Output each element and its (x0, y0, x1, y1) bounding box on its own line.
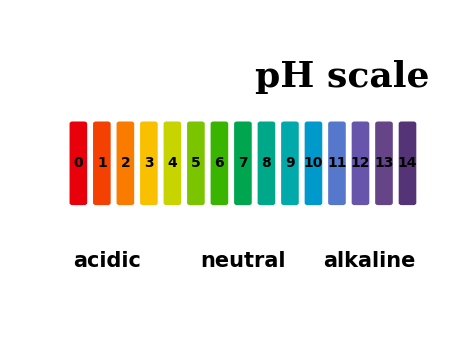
Text: 8: 8 (262, 156, 271, 170)
FancyBboxPatch shape (210, 122, 228, 205)
Text: 3: 3 (144, 156, 154, 170)
Text: 9: 9 (285, 156, 295, 170)
Text: 6: 6 (215, 156, 224, 170)
FancyBboxPatch shape (352, 122, 369, 205)
FancyBboxPatch shape (140, 122, 158, 205)
FancyBboxPatch shape (164, 122, 181, 205)
Text: alkaline: alkaline (323, 251, 416, 271)
FancyBboxPatch shape (281, 122, 299, 205)
FancyBboxPatch shape (375, 122, 393, 205)
Text: 5: 5 (191, 156, 201, 170)
Text: 1: 1 (97, 156, 107, 170)
FancyBboxPatch shape (234, 122, 252, 205)
Text: 2: 2 (120, 156, 130, 170)
Text: 11: 11 (327, 156, 346, 170)
FancyBboxPatch shape (70, 122, 87, 205)
FancyBboxPatch shape (399, 122, 416, 205)
Text: neutral: neutral (200, 251, 286, 271)
Text: 13: 13 (374, 156, 394, 170)
Text: 7: 7 (238, 156, 248, 170)
FancyBboxPatch shape (117, 122, 134, 205)
FancyBboxPatch shape (93, 122, 110, 205)
Text: acidic: acidic (73, 251, 141, 271)
Text: pH scale: pH scale (255, 60, 429, 94)
FancyBboxPatch shape (328, 122, 346, 205)
Text: 4: 4 (167, 156, 177, 170)
Text: 0: 0 (73, 156, 83, 170)
FancyBboxPatch shape (258, 122, 275, 205)
FancyBboxPatch shape (305, 122, 322, 205)
Text: 14: 14 (398, 156, 417, 170)
Text: 10: 10 (304, 156, 323, 170)
Text: 12: 12 (351, 156, 370, 170)
FancyBboxPatch shape (187, 122, 205, 205)
